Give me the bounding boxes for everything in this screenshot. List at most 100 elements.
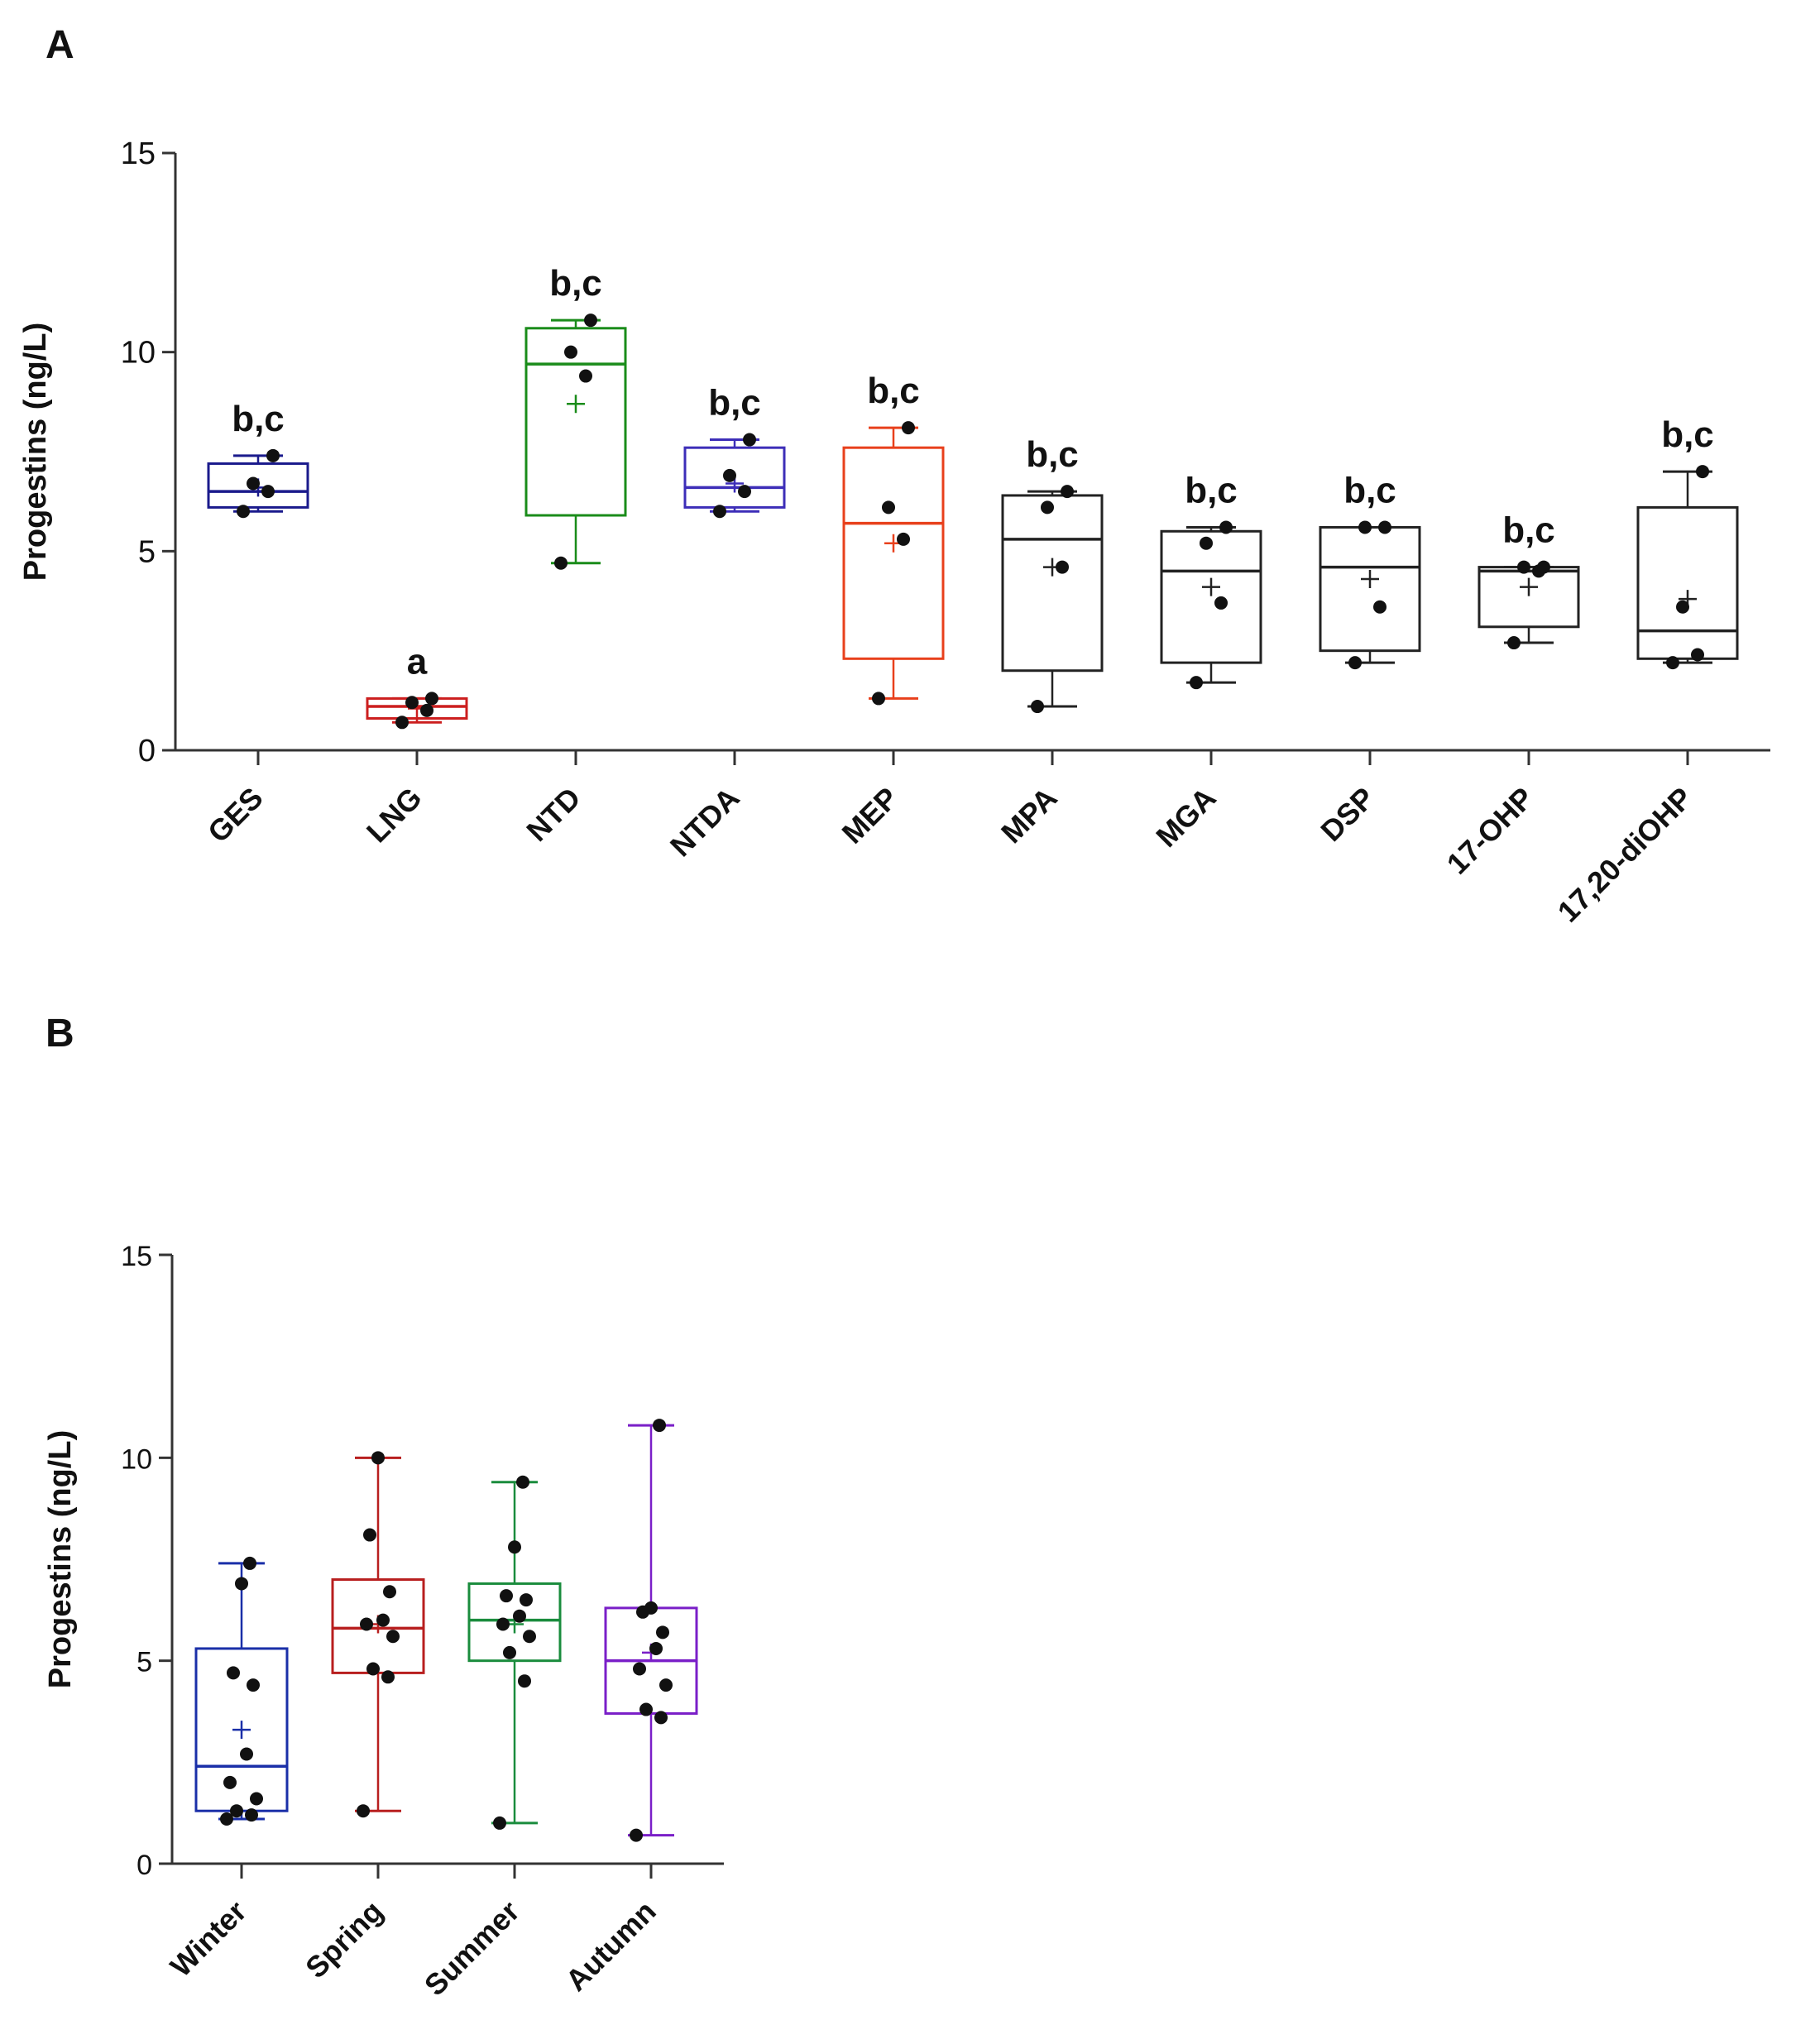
a-significance-label: b,c [1343,470,1396,510]
a-data-point [564,345,577,359]
b-box-winter: Winter [164,1556,289,1984]
a-mean-marker [567,395,585,414]
a-category-label: 17,20-diOHP [1551,781,1699,929]
b-data-point [653,1419,666,1433]
b-data-point [518,1674,531,1688]
a-data-point [1691,648,1704,662]
a-significance-label: b,c [549,263,602,304]
b-data-point [644,1601,658,1615]
b-data-point [227,1666,240,1680]
a-y-axis-title: Progestins (ng/L) [18,323,53,581]
b-box-autumn: Autumn [559,1419,698,1998]
a-data-point [723,468,736,482]
b-data-point [371,1451,385,1465]
a-data-point [1031,700,1044,714]
b-y-tick-label: 10 [121,1443,152,1475]
a-category-label: MGA [1149,781,1222,854]
b-data-point [250,1792,263,1806]
b-data-point [633,1662,646,1676]
a-data-point [1676,600,1689,614]
a-data-point [1507,636,1521,650]
b-y-axis-title: Progestins (ng/L) [43,1430,78,1688]
b-data-point [654,1711,668,1725]
a-data-point [1517,560,1530,574]
a-data-point [425,692,438,706]
a-data-point [554,556,568,570]
b-data-point [363,1528,376,1542]
a-y-tick-label: 0 [138,734,156,768]
a-data-point [872,692,885,706]
b-data-point [220,1812,233,1826]
a-data-point [395,716,409,730]
a-data-point [743,433,756,447]
b-mean-marker [232,1721,251,1740]
a-data-point [579,369,592,383]
a-box-17-ohp: b,c 17-OHP [1440,510,1580,881]
b-data-point [240,1747,253,1761]
a-data-point [1358,520,1372,534]
a-iqr-box [842,446,945,660]
a-y-tick-label: 5 [138,534,156,569]
b-data-point [223,1775,237,1789]
b-data-point [360,1617,373,1631]
a-category-label: GES [201,781,270,850]
a-box-mga: b,c MGA [1149,470,1262,854]
a-significance-label: b,c [1661,414,1714,455]
b-y-tick-label: 5 [136,1647,152,1678]
a-data-point [1666,656,1679,670]
a-box-mep: b,c MEP [836,371,945,850]
a-box-dsp: b,c DSP [1314,470,1421,848]
b-data-point [656,1625,669,1640]
a-box-mpa: b,c MPA [994,434,1104,850]
b-data-point [381,1670,395,1684]
a-iqr-box [1319,525,1421,653]
b-data-point [503,1645,516,1659]
a-data-point [1348,656,1362,670]
b-data-point [247,1678,260,1692]
a-category-label: MPA [994,781,1064,850]
a-iqr-box [1478,566,1580,629]
a-category-label: LNG [360,781,429,850]
b-category-label: Winter [164,1894,253,1984]
a-category-label: DSP [1314,781,1381,848]
a-data-point [1373,600,1387,614]
a-data-point [738,485,751,499]
a-data-point [266,448,280,462]
b-data-point [230,1804,243,1818]
b-data-point [516,1475,529,1489]
b-data-point [357,1804,370,1818]
a-iqr-box [1001,494,1104,673]
a-data-point [1061,485,1074,499]
a-data-point [261,485,275,499]
a-data-point [902,421,915,435]
a-significance-label: b,c [708,383,761,424]
a-box-ntda: b,c NTDA [663,383,786,864]
a-data-point [713,505,726,519]
a-data-point [1537,560,1550,574]
b-y-tick-label: 15 [121,1241,152,1272]
b-data-point [523,1630,536,1644]
a-box-lng: a LNG [360,641,468,850]
b-data-point [508,1540,521,1554]
b-data-point [376,1613,390,1627]
a-box-ges: b,c GES [201,399,309,850]
a-y-tick-label: 10 [121,336,156,371]
b-data-point [496,1617,510,1631]
a-category-label: NTD [520,781,587,848]
panel-a-letter: A [45,23,74,67]
a-y-tick-label: 15 [121,136,156,171]
a-data-point [1041,500,1054,515]
b-data-point [639,1702,653,1716]
a-data-point [1190,676,1203,690]
b-category-label: Summer [418,1894,526,2003]
a-significance-label: b,c [1502,510,1555,551]
b-data-point [493,1816,506,1830]
a-mean-marker [1202,577,1220,596]
a-significance-label: b,c [1185,470,1238,510]
a-category-label: NTDA [663,781,746,864]
b-box-spring: Spring [299,1451,425,1984]
a-data-point [237,505,250,519]
a-data-point [584,314,597,328]
